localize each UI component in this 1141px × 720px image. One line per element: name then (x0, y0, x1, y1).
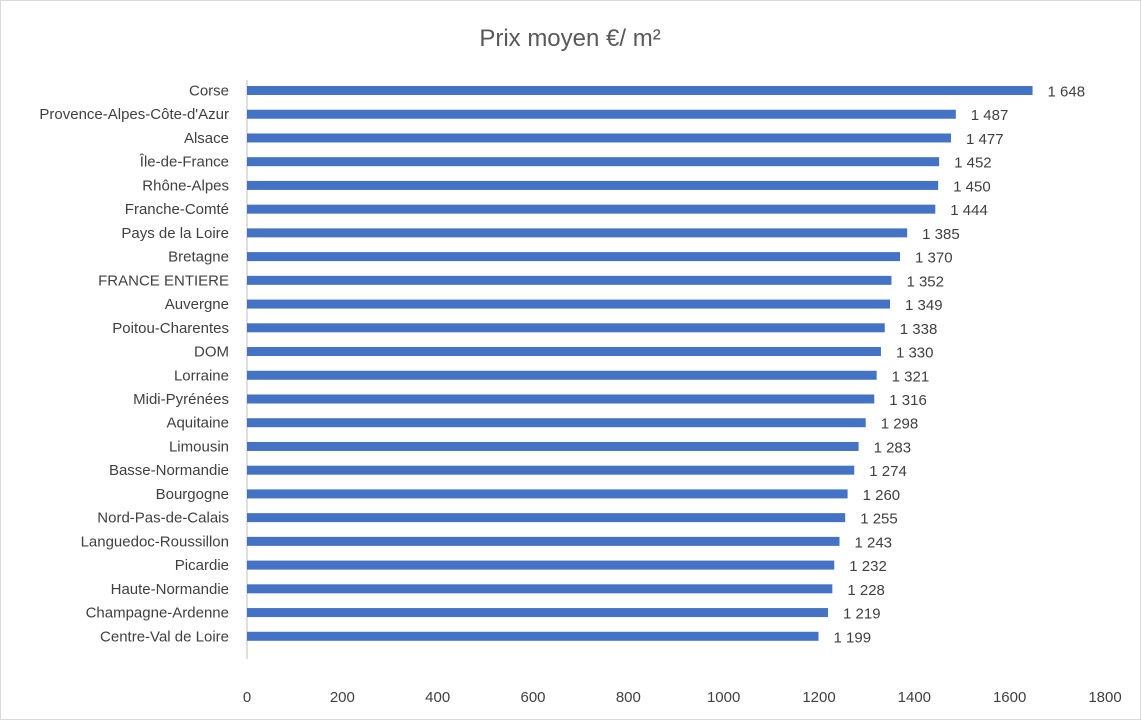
category-label: FRANCE ENTIERE (98, 272, 229, 289)
category-label: Lorraine (174, 367, 229, 384)
category-label: Provence-Alpes-Côte-d'Azur (39, 106, 229, 123)
x-tick-label: 600 (520, 689, 545, 706)
bar (247, 299, 891, 309)
category-label: Rhône-Alpes (142, 177, 229, 194)
bar (247, 204, 936, 214)
bar (247, 252, 901, 262)
bar (247, 608, 829, 618)
category-label: Pays de la Loire (121, 225, 229, 242)
category-label: Picardie (175, 557, 229, 574)
category-label: Franche-Comté (125, 201, 229, 218)
x-tick-label: 0 (243, 689, 251, 706)
category-label: Nord-Pas-de-Calais (97, 510, 229, 527)
value-label: 1 452 (954, 155, 992, 172)
value-label: 1 243 (854, 534, 892, 551)
bars-group (247, 86, 1033, 641)
category-label: Languedoc-Roussillon (81, 533, 229, 550)
value-label: 1 477 (966, 131, 1004, 148)
value-label: 1 487 (971, 107, 1009, 124)
x-tick-label: 1800 (1088, 689, 1121, 706)
bar (247, 86, 1033, 95)
value-label: 1 648 (1048, 84, 1086, 101)
value-label: 1 352 (906, 273, 944, 290)
value-label: 1 283 (874, 439, 912, 456)
category-labels: Corse Provence-Alpes-Côte-d'Azur Alsace Île… (39, 83, 229, 646)
value-labels: 1 648 1 487 1 477 1 452 1 450 1 444 1 385 1 370… (834, 84, 1086, 647)
category-label: Bourgogne (156, 486, 229, 503)
category-label: Champagne-Ardenne (86, 605, 229, 622)
x-tick-label: 800 (616, 689, 641, 706)
category-label: Auvergne (165, 296, 229, 313)
bar (247, 513, 846, 523)
bar (247, 536, 840, 546)
bar (247, 347, 881, 357)
value-label: 1 260 (863, 487, 901, 504)
value-label: 1 370 (915, 250, 953, 267)
category-label: Basse-Normandie (109, 462, 229, 479)
value-label: 1 444 (950, 202, 988, 219)
bar (247, 489, 848, 499)
bar (247, 465, 855, 475)
bar (247, 584, 833, 594)
value-label: 1 199 (834, 629, 872, 646)
category-label: DOM (194, 344, 229, 361)
value-label: 1 316 (889, 392, 927, 409)
x-tick-label: 200 (330, 689, 355, 706)
bar (247, 323, 885, 333)
value-label: 1 232 (849, 558, 887, 575)
category-label: Poitou-Charentes (112, 320, 229, 337)
x-tick-label: 1400 (898, 689, 931, 706)
value-label: 1 274 (869, 463, 907, 480)
x-tick-label: 1000 (707, 689, 740, 706)
value-label: 1 450 (953, 178, 991, 195)
bar (247, 418, 866, 428)
bar (247, 228, 908, 238)
bar (247, 180, 939, 190)
value-label: 1 338 (900, 321, 938, 338)
value-label: 1 219 (843, 606, 881, 623)
bar (247, 394, 875, 404)
bar (247, 157, 940, 167)
category-label: Alsace (184, 130, 229, 147)
value-label: 1 349 (905, 297, 943, 314)
bar (247, 109, 956, 119)
category-label: Corse (189, 83, 229, 100)
bar (247, 133, 952, 143)
category-label: Île-de-France (139, 154, 229, 171)
x-tick-label: 1200 (802, 689, 835, 706)
bar (247, 441, 859, 451)
x-tick-label: 1600 (993, 689, 1026, 706)
chart-title: Prix moyen €/ m² (479, 25, 660, 52)
category-label: Centre-Val de Loire (100, 628, 229, 645)
bar (247, 370, 877, 380)
bar (247, 275, 892, 285)
value-label: 1 255 (860, 511, 898, 528)
x-tick-label: 400 (425, 689, 450, 706)
value-label: 1 321 (892, 368, 930, 385)
category-label: Limousin (169, 438, 229, 455)
value-label: 1 330 (896, 345, 934, 362)
category-label: Bretagne (168, 249, 229, 266)
x-axis-tick-labels: 0 200 400 600 800 1000 1200 1400 1600 1800 (243, 689, 1122, 706)
value-label: 1 385 (922, 226, 960, 243)
bar (247, 560, 835, 570)
value-label: 1 228 (847, 582, 885, 599)
category-label: Aquitaine (166, 415, 229, 432)
bar (247, 631, 819, 641)
category-label: Haute-Normandie (111, 581, 229, 598)
category-label: Midi-Pyrénées (133, 391, 229, 408)
value-label: 1 298 (881, 416, 919, 433)
